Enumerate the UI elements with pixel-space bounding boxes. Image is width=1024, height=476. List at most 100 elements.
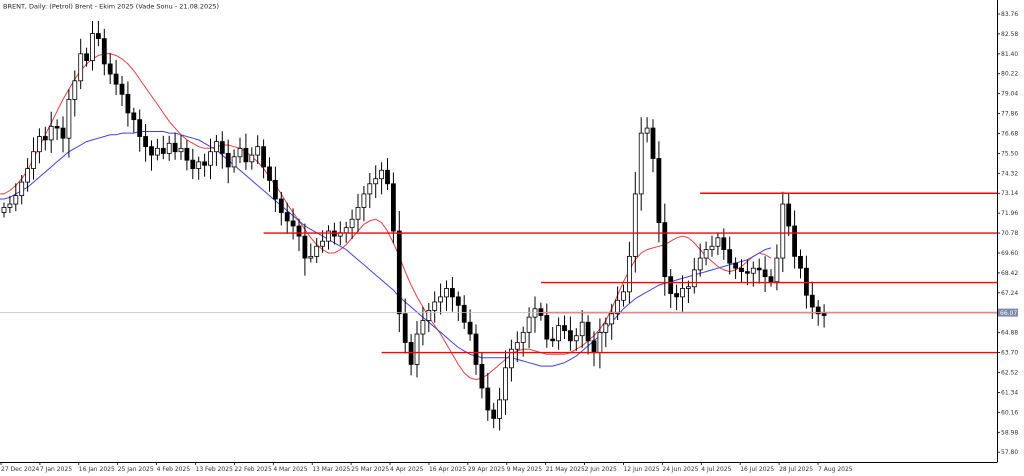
candle-bull xyxy=(750,267,756,274)
candle-bear xyxy=(225,153,231,168)
candle-bear xyxy=(408,342,414,365)
candle-bear xyxy=(544,315,550,340)
candle-bull xyxy=(249,154,255,163)
candle-bull xyxy=(444,288,449,298)
price-tick-label: 71.96 xyxy=(1001,210,1018,217)
time-tick-label: 9 May 2025 xyxy=(507,466,542,473)
price-tick-label: 70.78 xyxy=(1001,230,1018,237)
chart-title: BRENT, Daily: (Petrol) Brent - Ekim 2025… xyxy=(3,3,219,11)
candle-bull xyxy=(7,203,13,208)
candle-bear xyxy=(491,409,497,419)
candle-bear xyxy=(756,267,762,271)
candle-bull xyxy=(355,207,361,220)
candle-bull xyxy=(432,301,438,311)
candle-bull xyxy=(154,147,160,156)
candle-bear xyxy=(733,262,738,269)
candle-bull xyxy=(19,181,25,197)
candle-bear xyxy=(149,146,154,156)
candle-bear xyxy=(562,325,567,332)
candle-bull xyxy=(25,168,31,183)
price-tick-label: 62.52 xyxy=(1001,370,1018,377)
candle-bull xyxy=(72,80,78,100)
candle-bull xyxy=(508,348,514,369)
candle-bear xyxy=(461,304,467,323)
candle-bear xyxy=(184,147,190,161)
candle-bear xyxy=(591,340,597,354)
candle-bull xyxy=(526,316,532,333)
candle-bull xyxy=(166,142,172,154)
price-tick-label: 58.98 xyxy=(1001,429,1018,436)
candle-bull xyxy=(90,33,95,61)
candle-bear xyxy=(668,276,674,294)
candle-bull xyxy=(314,245,320,257)
price-tick-label: 68.42 xyxy=(1001,270,1018,277)
candle-bull xyxy=(66,98,72,139)
candle-bear xyxy=(585,321,591,342)
candle-bear xyxy=(768,276,774,283)
price-tick-label: 60.16 xyxy=(1001,409,1018,416)
time-tick-label: 16 Jan 2025 xyxy=(79,466,115,473)
time-tick-label: 29 Apr 2025 xyxy=(468,466,505,473)
candle-bear xyxy=(160,147,166,154)
candle-bull xyxy=(573,335,579,342)
candle-bear xyxy=(137,119,143,137)
time-tick-label: 24 Jun 2025 xyxy=(662,466,698,473)
candle-bear xyxy=(485,387,491,411)
candle-bear xyxy=(727,249,733,264)
candle-bear xyxy=(243,147,249,163)
candle-bear xyxy=(467,321,473,335)
candle-bear xyxy=(284,212,290,222)
candle-bull xyxy=(178,147,184,153)
price-tick-label: 82.58 xyxy=(1001,31,1018,38)
price-tick-label: 61.34 xyxy=(1001,389,1018,396)
candle-bull xyxy=(237,147,243,158)
candle-bear xyxy=(674,293,679,298)
candle-bull xyxy=(632,193,638,257)
candle-bear xyxy=(131,112,137,121)
candle-bear xyxy=(267,166,272,181)
time-tick-label: 2 Jun 2025 xyxy=(585,466,617,473)
candle-bull xyxy=(231,156,237,168)
candle-bull xyxy=(697,257,703,271)
candle-bull xyxy=(255,146,261,156)
candle-bull xyxy=(621,291,626,301)
candle-bear xyxy=(107,63,113,75)
candle-bear xyxy=(96,33,101,40)
candle-bear xyxy=(172,142,178,153)
candle-bull xyxy=(603,323,609,333)
price-tick-label: 64.88 xyxy=(1001,330,1018,337)
candle-bear xyxy=(821,313,827,316)
candle-bull xyxy=(343,227,349,234)
candle-bull xyxy=(703,249,709,259)
time-tick-label: 16 Jul 2025 xyxy=(740,466,774,473)
candle-bull xyxy=(680,288,685,298)
candle-bear xyxy=(54,125,60,129)
candle-bull xyxy=(361,193,367,208)
candle-bull xyxy=(326,230,331,242)
candle-bear xyxy=(202,161,208,166)
candle-bear xyxy=(721,237,727,251)
candle-bear xyxy=(278,198,284,213)
time-tick-label: 7 Aug 2025 xyxy=(818,466,853,473)
candle-bull xyxy=(320,240,326,247)
time-tick-label: 4 Apr 2025 xyxy=(390,466,423,473)
candle-bear xyxy=(84,53,89,61)
candle-bear xyxy=(190,159,196,169)
candle-bear xyxy=(125,93,131,114)
moving-average-line xyxy=(0,131,772,367)
candle-bear xyxy=(815,306,821,315)
candle-bull xyxy=(349,218,355,229)
time-tick-label: 21 May 2025 xyxy=(546,466,585,473)
candle-bear xyxy=(449,288,455,298)
price-tick-label: 69.60 xyxy=(1001,250,1018,257)
time-tick-label: 4 Feb 2025 xyxy=(157,466,191,473)
candle-bull xyxy=(438,296,444,303)
candle-bull xyxy=(691,269,697,288)
candle-bear xyxy=(792,225,797,257)
current-price-tag: 66.07 xyxy=(998,308,1018,317)
candle-bull xyxy=(208,151,213,166)
price-tick-label: 57.80 xyxy=(1001,449,1018,456)
time-tick-label: 7 Jan 2025 xyxy=(40,466,72,473)
